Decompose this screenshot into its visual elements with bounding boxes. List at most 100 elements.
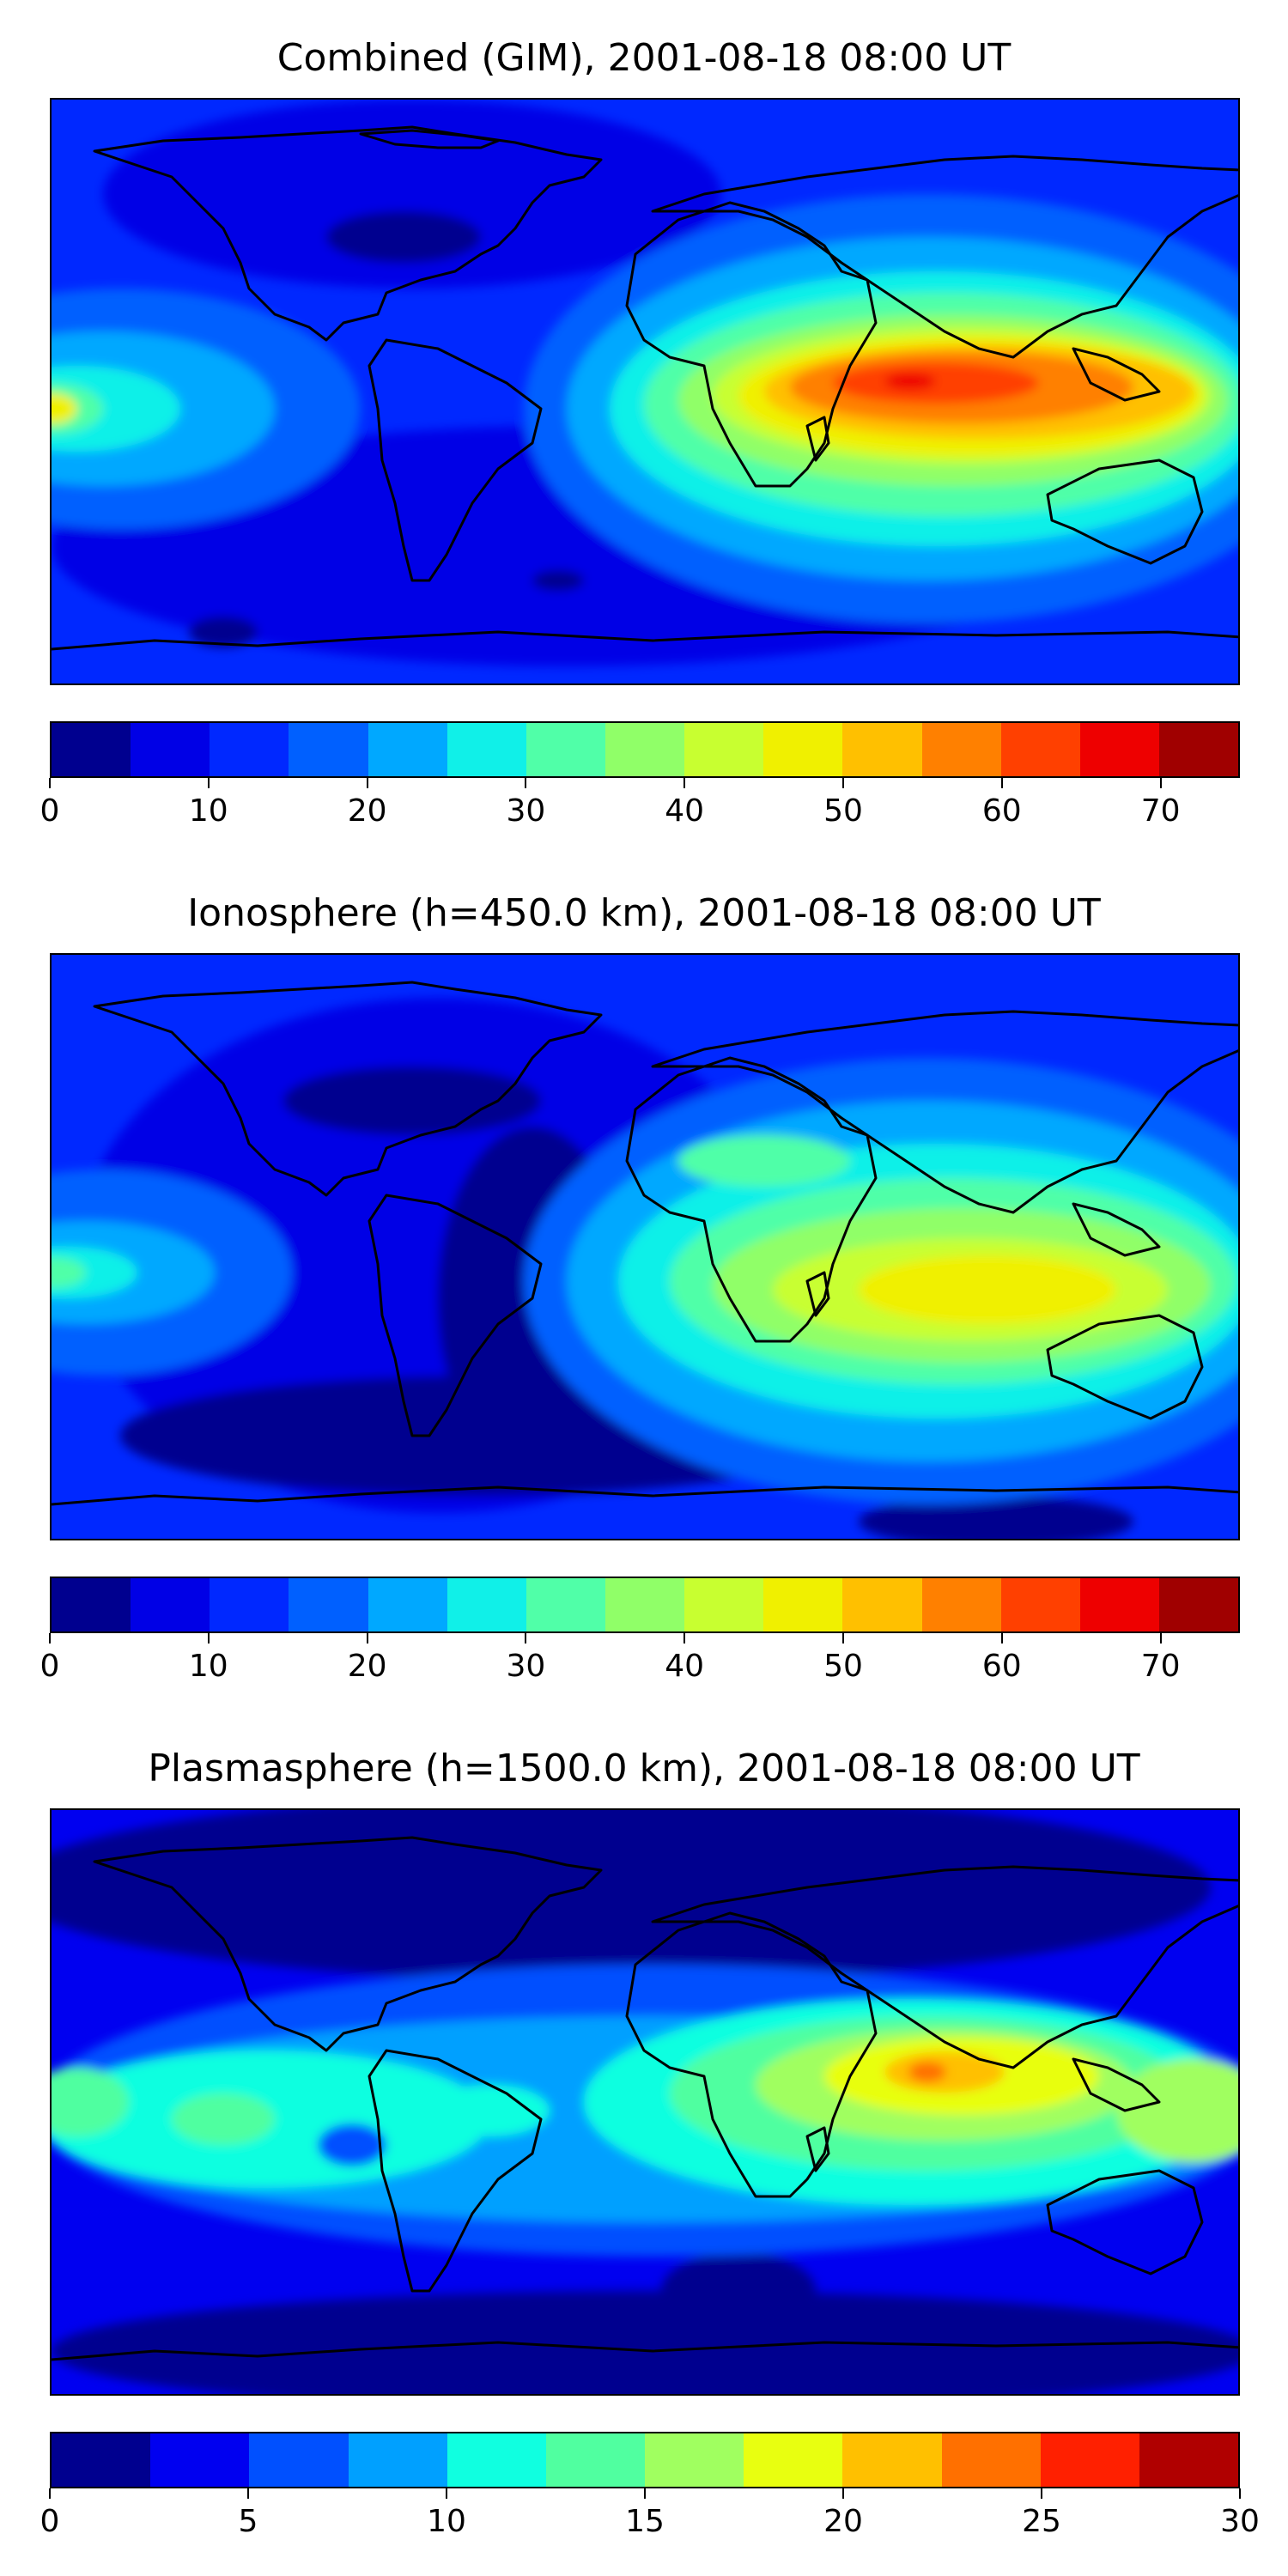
colorbar-segment [249,2433,349,2487]
colorbar-segment [545,2433,646,2487]
colorbar-segment [1139,2433,1239,2487]
colorbar-tick [49,2488,51,2499]
colorbar-tick-label: 15 [625,2504,665,2539]
colorbar-tick-label: 30 [1220,2504,1260,2539]
colorbar-segment [52,723,131,776]
colorbar-tick [446,2488,447,2499]
colorbar-tick [207,778,210,788]
colorbar-tick-label: 20 [347,1649,387,1684]
colorbar-segment [744,2433,843,2487]
colorbar-tick [49,1633,51,1643]
colorbar-segment [921,1578,1001,1631]
colorbar-tick-label: 10 [427,2504,466,2539]
colorbar-plasmasphere [50,2432,1240,2488]
colorbar-ionosphere [50,1577,1240,1633]
colorbar-tick [207,1633,210,1643]
map-combined [50,98,1240,685]
colorbar-segment [289,723,368,776]
colorbar-segment [842,2433,942,2487]
colorbar-ticks-plasmasphere: 0 5 10 15 20 25 30 [40,2488,1260,2539]
colorbar-tick-label: 0 [39,793,60,829]
colorbar-segment [645,2433,744,2487]
colorbar-segment [150,2433,250,2487]
colorbar-tick-label: 40 [665,793,705,829]
colorbar-segment [842,1578,922,1631]
colorbar-ticks-ionosphere: 0 10 20 30 40 50 60 70 [40,1633,1240,1684]
colorbar-tick [1159,778,1162,788]
colorbar-segment [1158,723,1239,776]
colorbar-segment [1079,723,1159,776]
colorbar-segment [368,1578,447,1631]
colorbar-segment [1040,2433,1139,2487]
colorbar-segment [368,723,447,776]
colorbar-segment [684,1578,764,1631]
colorbar-segment [1079,1578,1159,1631]
colorbar-tick-label: 10 [188,793,228,829]
colorbar-tick-label: 50 [823,1649,863,1684]
colorbar-tick [366,1633,368,1643]
colorbar-segment [447,1578,526,1631]
colorbar-segment [526,1578,605,1631]
colorbar-segment [447,723,526,776]
colorbar-segment [289,1578,368,1631]
colorbar-tick [1159,1633,1162,1643]
colorbar-tick-label: 70 [1140,793,1181,829]
colorbar-tick-label: 0 [39,2504,60,2539]
panel-title-ionosphere: Ionosphere (h=450.0 km), 2001-08-18 08:0… [187,891,1101,935]
colorbar-tick-label: 25 [1022,2504,1061,2539]
colorbar-segment [526,723,605,776]
colorbar-tick-label: 10 [188,1649,228,1684]
colorbar-tick-label: 70 [1140,1649,1181,1684]
colorbar-segment [210,1578,289,1631]
colorbar-tick [842,778,844,788]
colorbar-tick-label: 5 [238,2504,258,2539]
colorbar-segment [921,723,1001,776]
colorbar-segment [1000,723,1080,776]
colorbar-segment [1000,1578,1080,1631]
colorbar-segment [941,2433,1041,2487]
colorbar-tick-label: 30 [506,1649,546,1684]
colorbar-tick [644,2488,646,2499]
colorbar-tick [525,1633,527,1643]
colorbar-tick-label: 0 [39,1649,60,1684]
colorbar-tick-label: 30 [506,793,546,829]
panel-title-plasmasphere: Plasmasphere (h=1500.0 km), 2001-08-18 0… [148,1747,1140,1790]
colorbar-segment [684,723,764,776]
colorbar-segment [842,723,922,776]
colorbar-segment [348,2433,447,2487]
colorbar-tick-label: 60 [981,793,1022,829]
colorbar-tick-label: 20 [823,2504,863,2539]
colorbar-segment [447,2433,546,2487]
colorbar-segment [52,2433,151,2487]
colorbar-segment [763,1578,843,1631]
map-ionosphere [50,953,1240,1540]
colorbar-segment [52,1578,131,1631]
colorbar-segment [605,1578,685,1631]
colorbar-tick [49,778,51,788]
colorbar-tick [366,778,368,788]
colorbar-segment [1158,1578,1239,1631]
colorbar-segment [210,723,289,776]
colorbar-combined [50,721,1240,778]
coastlines [52,981,1238,1506]
colorbar-tick [842,2488,844,2499]
coastlines [52,125,1238,651]
colorbar-segment [605,723,685,776]
colorbar-tick [1000,778,1003,788]
colorbar-tick-label: 60 [981,1649,1022,1684]
map-plasmasphere [50,1808,1240,2396]
colorbar-tick [247,2488,249,2499]
colorbar-tick-label: 40 [665,1649,705,1684]
colorbar-tick [842,1633,844,1643]
colorbar-ticks-combined: 0 10 20 30 40 50 60 70 [40,778,1240,829]
colorbar-tick [683,1633,686,1643]
colorbar-tick [1000,1633,1003,1643]
coastlines [52,1836,1238,2361]
colorbar-tick [683,778,686,788]
colorbar-segment [131,723,210,776]
colorbar-tick-label: 20 [347,793,387,829]
colorbar-segment [131,1578,210,1631]
colorbar-segment [763,723,843,776]
colorbar-tick [525,778,527,788]
colorbar-tick [1239,2488,1241,2499]
